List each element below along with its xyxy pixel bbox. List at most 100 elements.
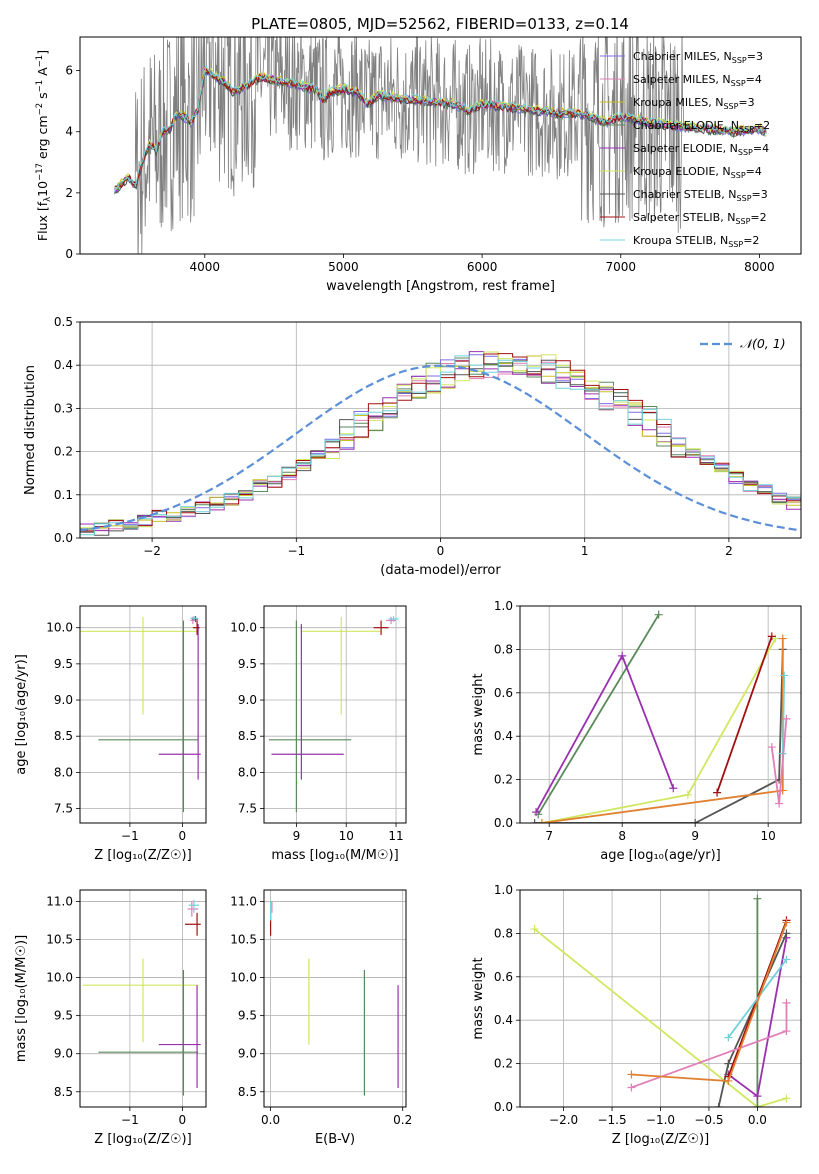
y-tick-label: 10.5 [230, 932, 257, 946]
x-tick-label: −1 [121, 1113, 139, 1127]
y-tick-label: 10.5 [46, 932, 73, 946]
legend-sub: SSP [737, 194, 752, 203]
weight-marker [714, 1103, 723, 1107]
weight-marker [724, 1033, 733, 1042]
weight-line [716, 636, 773, 793]
y-tick-label: 9.0 [238, 1047, 257, 1061]
x-tick-label: 1 [581, 544, 589, 558]
weight-marker [771, 634, 780, 643]
weight-line [533, 928, 787, 1107]
legend-entry: Salpeter MILES, NSSP=4 [633, 73, 762, 88]
y-tick-label: 0.6 [494, 686, 513, 700]
x-tick-label: −2.0 [549, 1113, 578, 1127]
y-tick-label: 2 [65, 186, 73, 200]
weight-marker [627, 1070, 636, 1079]
weight-marker [778, 634, 787, 643]
axes-frame [79, 321, 802, 539]
x-tick-label: −1.0 [646, 1113, 675, 1127]
y-axis-label: mass weight [471, 673, 486, 755]
y-label-part: erg cm [35, 115, 50, 163]
weight-marker [782, 1027, 791, 1036]
y-label-part: −1 [35, 80, 45, 93]
y-tick-label: 10.0 [230, 621, 257, 635]
legend-sub: SSP [732, 56, 747, 65]
legend-entry: Salpeter STELIB, NSSP=2 [633, 211, 767, 226]
x-tick-label: −0.5 [694, 1113, 723, 1127]
x-axis-label: Z [log₁₀(Z/Z☉)] [612, 1132, 709, 1147]
weight-marker [618, 651, 627, 660]
y-tick-label: 1.0 [494, 883, 513, 897]
weight-line [534, 649, 784, 823]
y-tick-label: 9.0 [54, 693, 73, 707]
hist-chabrier-stelib [80, 359, 801, 538]
x-tick-label: 4000 [190, 260, 221, 274]
legend-name: Salpeter MILES, N [633, 73, 731, 86]
y-label-part: s [35, 92, 50, 103]
weight-marker [683, 790, 692, 799]
hist-kroupa-stelib [80, 355, 801, 538]
y-label-part: −2 [35, 103, 45, 116]
weight-marker [780, 671, 789, 680]
x-tick-label: −2 [143, 544, 161, 558]
y-tick-label: 9.5 [238, 657, 257, 671]
weight-line [535, 653, 675, 813]
weight-line [541, 638, 784, 823]
axes-frame [79, 605, 207, 824]
legend-entry: Chabrier STELIB, NSSP=3 [633, 188, 768, 203]
y-tick-label: 0.0 [54, 531, 73, 545]
legend-sub: SSP [731, 171, 746, 180]
weight-marker [775, 799, 784, 808]
model-line-kroupa-stelib [114, 65, 766, 192]
legend-name: Salpeter STELIB, N [633, 211, 735, 224]
weight-marker [753, 1092, 762, 1101]
weight-marker [627, 1083, 636, 1092]
y-label-part: λ [43, 197, 53, 202]
x-axis-label: wavelength [Angstrom, rest frame] [326, 279, 555, 294]
x-tick-label: 7 [545, 829, 553, 843]
y-tick-label: 6 [65, 64, 73, 78]
weight-marker [782, 918, 791, 927]
y-tick-label: 0.3 [54, 401, 73, 415]
y-axis-label: Normed distribution [23, 365, 38, 495]
x-tick-label: 6000 [467, 260, 498, 274]
weight-marker [669, 784, 678, 793]
y-tick-label: 0.1 [54, 488, 73, 502]
y-tick-label: 8.5 [238, 1085, 257, 1099]
weight-marker [767, 632, 776, 641]
x-tick-label: 8 [618, 829, 626, 843]
hist-chabrier-miles [80, 354, 801, 538]
y-tick-label: 0.4 [494, 1013, 513, 1027]
weight-marker [724, 1059, 733, 1068]
y-tick-label: 8.5 [238, 729, 257, 743]
figure-title: PLATE=0805, MJD=52562, FIBERID=0133, z=0… [251, 15, 629, 33]
axes-frame [79, 36, 802, 255]
x-tick-label: 0.2 [393, 1113, 412, 1127]
y-tick-label: 7.5 [238, 802, 257, 816]
legend-name: Chabrier MILES, N [633, 50, 732, 63]
data-spectrum-line [114, 37, 767, 254]
y-label-part: 10 [35, 181, 50, 197]
weight-line [537, 614, 660, 815]
legend-name: Salpeter ELODIE, N [633, 142, 738, 155]
y-tick-label: 1.0 [494, 599, 513, 613]
x-tick-label: 9 [293, 829, 301, 843]
y-tick-label: 0.0 [494, 816, 513, 830]
legend-sub: SSP [728, 240, 743, 249]
legend-rest: =4 [746, 165, 762, 178]
legend-name: Chabrier ELODIE, N [633, 119, 739, 132]
y-tick-label: 0.4 [494, 729, 513, 743]
legend-sub: SSP [723, 102, 738, 111]
y-tick-label: 4 [65, 125, 73, 139]
legend-rest: =3 [752, 188, 768, 201]
y-tick-label: 8.5 [54, 1085, 73, 1099]
legend-rest: =2 [754, 119, 770, 132]
x-tick-label: 5000 [328, 260, 359, 274]
legend-rest: =2 [743, 234, 759, 247]
legend-name: Kroupa MILES, N [633, 96, 723, 109]
x-axis-label: E(B-V) [315, 1132, 355, 1147]
weight-marker [753, 1103, 762, 1107]
y-tick-label: 10.0 [230, 971, 257, 985]
axes-frame [79, 889, 207, 1108]
